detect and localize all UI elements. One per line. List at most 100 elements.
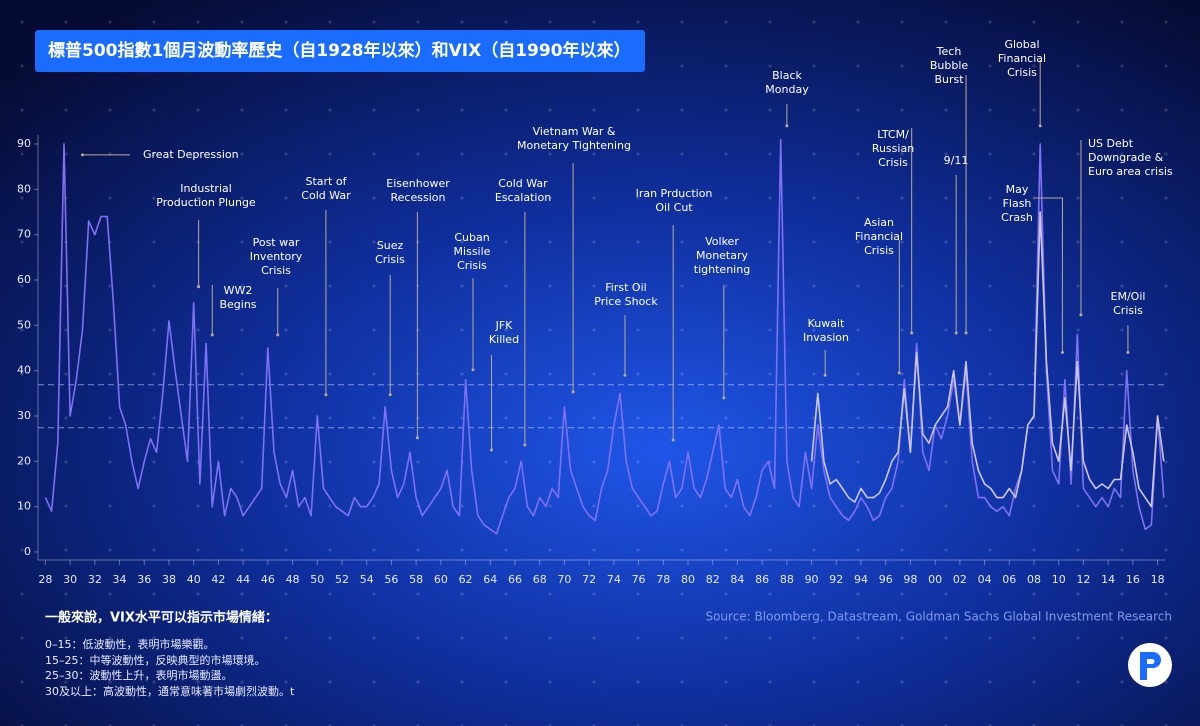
annotation-label: Oil Cut bbox=[655, 201, 693, 214]
y-tick-label: 30 bbox=[17, 409, 31, 422]
x-tick-label: 14 bbox=[1101, 573, 1115, 586]
annotation-label: Burst bbox=[934, 73, 964, 86]
annotation-label: Iran Prduction bbox=[636, 187, 713, 200]
annotation-label: Industrial bbox=[180, 182, 232, 195]
annotation-label: Crisis bbox=[261, 264, 291, 277]
annotation-label: Monetary bbox=[696, 249, 749, 262]
x-tick-label: 42 bbox=[211, 573, 225, 586]
x-tick-label: 76 bbox=[632, 573, 646, 586]
annotation-label: Suez bbox=[377, 239, 404, 252]
x-tick-label: 50 bbox=[310, 573, 324, 586]
x-tick-label: 98 bbox=[903, 573, 917, 586]
annotation-point bbox=[897, 371, 901, 375]
x-tick-label: 74 bbox=[607, 573, 621, 586]
y-tick-label: 70 bbox=[17, 228, 31, 241]
annotation-point bbox=[571, 390, 575, 394]
annotation-point bbox=[1060, 351, 1064, 355]
x-tick-label: 90 bbox=[805, 573, 819, 586]
x-tick-label: 56 bbox=[384, 573, 398, 586]
annotation-point bbox=[722, 396, 726, 400]
annotation-point bbox=[210, 333, 214, 337]
annotation-label: Flash bbox=[1003, 197, 1032, 210]
annotation-point bbox=[80, 153, 84, 157]
annotation-label: Crisis bbox=[375, 253, 405, 266]
annotation-point bbox=[276, 333, 280, 337]
annotation-label: Volker bbox=[705, 235, 739, 248]
x-tick-label: 62 bbox=[459, 573, 473, 586]
x-tick-label: 34 bbox=[113, 573, 127, 586]
x-tick-label: 70 bbox=[557, 573, 571, 586]
x-tick-label: 52 bbox=[335, 573, 349, 586]
x-tick-label: 54 bbox=[360, 573, 374, 586]
annotation-label: WW2 bbox=[224, 284, 253, 297]
x-tick-label: 84 bbox=[730, 573, 744, 586]
x-tick-label: 04 bbox=[978, 573, 992, 586]
y-tick-label: 20 bbox=[17, 454, 31, 467]
x-tick-label: 00 bbox=[928, 573, 942, 586]
x-tick-label: 68 bbox=[533, 573, 547, 586]
x-tick-label: 46 bbox=[261, 573, 275, 586]
annotation-label: Financial bbox=[998, 52, 1046, 65]
annotation-label: LTCM/ bbox=[877, 128, 909, 141]
x-tick-label: 48 bbox=[286, 573, 300, 586]
x-tick-label: 86 bbox=[755, 573, 769, 586]
title-box bbox=[35, 30, 645, 72]
annotation-point bbox=[910, 331, 914, 335]
source: Source: Bloomberg, Datastream, Goldman S… bbox=[705, 610, 1172, 624]
annotation-label: Cold War bbox=[498, 177, 548, 190]
x-tick-label: 36 bbox=[137, 573, 151, 586]
x-tick-label: 94 bbox=[854, 573, 868, 586]
annotation-label: Vietnam War & bbox=[533, 125, 616, 138]
x-tick-label: 12 bbox=[1076, 573, 1090, 586]
annotation-label: JFK bbox=[495, 319, 514, 332]
note-line: 25–30：波動性上升，表明市場動盪。 bbox=[45, 668, 233, 682]
x-tick-label: 96 bbox=[879, 573, 893, 586]
x-tick-label: 40 bbox=[187, 573, 201, 586]
annotation-label: Monetary Tightening bbox=[517, 139, 631, 152]
annotation-label: Asian bbox=[864, 216, 894, 229]
y-tick-label: 0 bbox=[24, 545, 31, 558]
annotation-label: Production Plunge bbox=[156, 196, 256, 209]
annotation-label: Start of bbox=[306, 175, 348, 188]
annotation-point bbox=[1038, 124, 1042, 128]
annotation-point bbox=[823, 373, 827, 377]
x-tick-label: 30 bbox=[63, 573, 77, 586]
annotation-point bbox=[324, 393, 328, 397]
annotation-label: Missile bbox=[454, 245, 491, 258]
annotation-label: Crisis bbox=[457, 259, 487, 272]
annotation-label: Crash bbox=[1001, 211, 1033, 224]
annotation-label: Kuwait bbox=[808, 317, 845, 330]
x-tick-label: 82 bbox=[706, 573, 720, 586]
annotation-label: EM/Oil bbox=[1111, 290, 1146, 303]
x-tick-label: 88 bbox=[780, 573, 794, 586]
note-line: 0–15：低波動性，表明市場樂觀。 bbox=[45, 637, 215, 651]
x-tick-label: 78 bbox=[656, 573, 670, 586]
note-line: 15–25：中等波動性，反映典型的市場環境。 bbox=[45, 653, 266, 667]
logo bbox=[1128, 643, 1172, 687]
annotation-label: Crisis bbox=[1113, 304, 1143, 317]
annotation-label: Great Depression bbox=[143, 148, 239, 161]
notes-heading: 一般來說，VIX水平可以指示市場情緒： bbox=[45, 610, 278, 626]
annotation-point bbox=[388, 393, 392, 397]
annotation-point bbox=[490, 448, 494, 452]
annotation-point bbox=[623, 373, 627, 377]
annotation-label: First Oil bbox=[605, 281, 646, 294]
annotation-point bbox=[671, 438, 675, 442]
series-line bbox=[810, 211, 1165, 508]
annotation-label: tightening bbox=[694, 263, 750, 276]
y-tick-label: 50 bbox=[17, 318, 31, 331]
x-tick-label: 28 bbox=[38, 573, 52, 586]
annotation-point bbox=[1126, 351, 1130, 355]
x-tick-label: 64 bbox=[483, 573, 497, 586]
annotation-label: Financial bbox=[855, 230, 903, 243]
annotation-label: US Debt bbox=[1088, 137, 1134, 150]
x-tick-label: 66 bbox=[508, 573, 522, 586]
x-tick-label: 18 bbox=[1151, 573, 1165, 586]
x-tick-label: 60 bbox=[434, 573, 448, 586]
annotation-point bbox=[964, 331, 968, 335]
annotation-point bbox=[954, 331, 958, 335]
y-tick-label: 90 bbox=[17, 137, 31, 150]
annotation-point bbox=[415, 436, 419, 440]
chart-title: 標普500指數1個月波動率歷史（自1928年以來）和VIX（自1990年以來） bbox=[48, 40, 631, 61]
